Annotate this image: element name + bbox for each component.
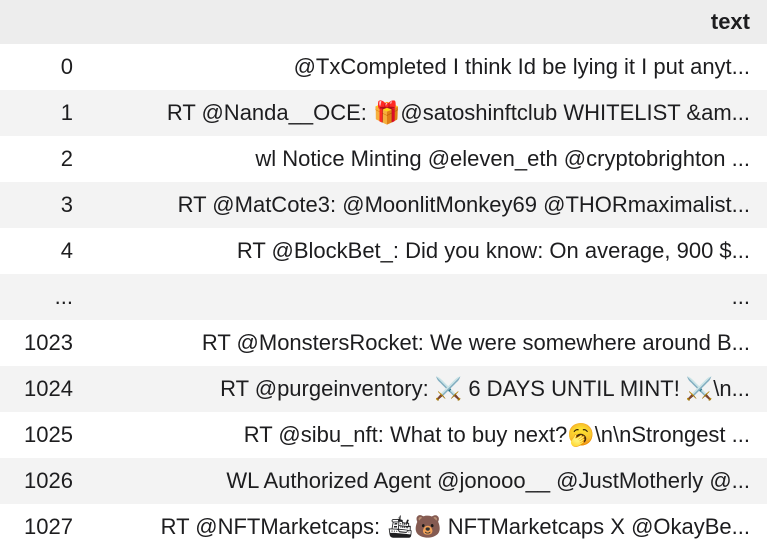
table-row: 1027 RT @NFTMarketcaps: 🛳🐻 NFTMarketcaps…: [0, 504, 767, 550]
table-row: 1024 RT @purgeinventory: ⚔️ 6 DAYS UNTIL…: [0, 366, 767, 412]
row-index: 0: [60, 54, 73, 79]
row-text: RT @NFTMarketcaps: 🛳🐻 NFTMarketcaps X @O…: [160, 514, 750, 539]
row-text: RT @MatCote3: @MoonlitMonkey69 @THORmaxi…: [177, 192, 750, 217]
row-text: RT @MonstersRocket: We were somewhere ar…: [201, 330, 750, 355]
row-index: 1025: [24, 422, 73, 447]
table-row: 2 wl Notice Minting @eleven_eth @cryptob…: [0, 136, 767, 182]
row-index: 1023: [24, 330, 73, 355]
table-row: 1026 WL Authorized Agent @jonooo__ @Just…: [0, 458, 767, 504]
table-row: 1025 RT @sibu_nft: What to buy next?🥱\n\…: [0, 412, 767, 458]
row-index: ...: [54, 284, 73, 309]
row-text: RT @BlockBet_: Did you know: On average,…: [236, 238, 750, 263]
row-text: ...: [731, 284, 750, 309]
table-row: 1023 RT @MonstersRocket: We were somewhe…: [0, 320, 767, 366]
row-text: RT @sibu_nft: What to buy next?🥱\n\nStro…: [243, 422, 750, 447]
ellipsis-row: ... ...: [0, 274, 767, 320]
table-row: 3 RT @MatCote3: @MoonlitMonkey69 @THORma…: [0, 182, 767, 228]
row-index: 2: [60, 146, 73, 171]
row-text: RT @Nanda__OCE: 🎁@satoshinftclub WHITELI…: [166, 100, 750, 125]
table-row: 4 RT @BlockBet_: Did you know: On averag…: [0, 228, 767, 274]
row-index: 3: [60, 192, 73, 217]
header-row: text: [0, 0, 767, 44]
row-text: @TxCompleted I think Id be lying it I pu…: [293, 54, 750, 79]
row-text: wl Notice Minting @eleven_eth @cryptobri…: [255, 146, 750, 171]
row-index: 1027: [24, 514, 73, 539]
row-text: WL Authorized Agent @jonooo__ @JustMothe…: [226, 468, 750, 493]
row-index: 1024: [24, 376, 73, 401]
table-row: 0 @TxCompleted I think Id be lying it I …: [0, 44, 767, 90]
text-column-header: text: [710, 9, 750, 34]
row-index: 1: [60, 100, 73, 125]
row-index: 4: [60, 238, 73, 263]
row-text: RT @purgeinventory: ⚔️ 6 DAYS UNTIL MINT…: [220, 376, 750, 401]
row-index: 1026: [24, 468, 73, 493]
index-header: [0, 0, 90, 44]
table-row: 1 RT @Nanda__OCE: 🎁@satoshinftclub WHITE…: [0, 90, 767, 136]
